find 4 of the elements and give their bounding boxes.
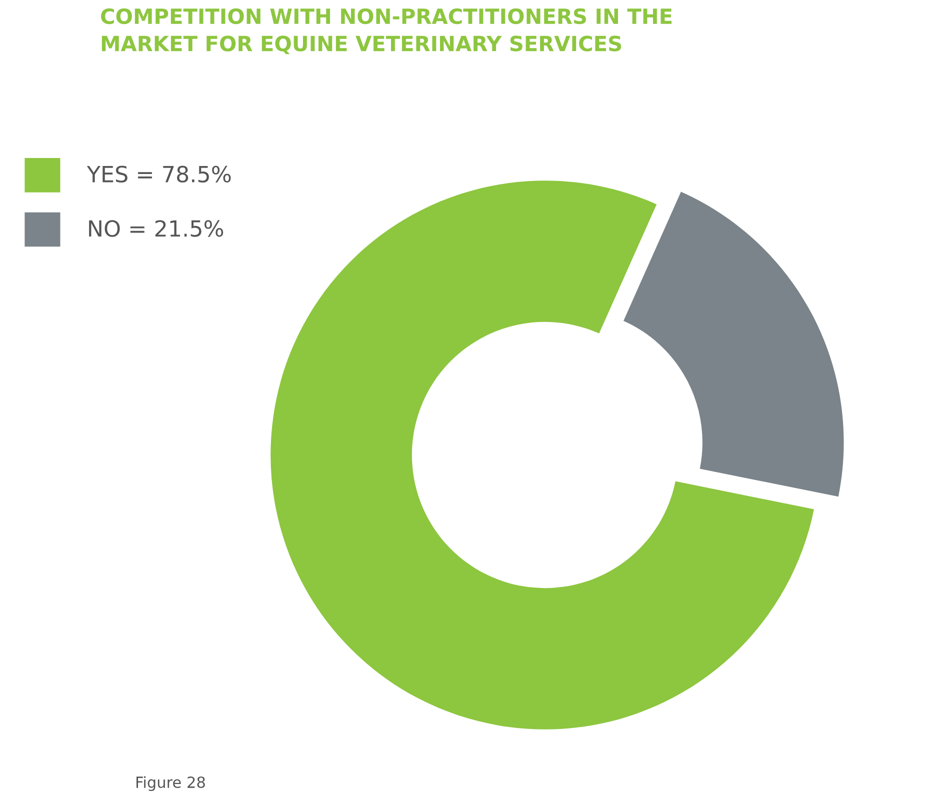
legend-label: NO = 21.5%: [89, 220, 224, 237]
chart-title: COMPETITION WITH NON-PRACTITIONERS IN THE MARKET FOR EQUINE VETERINARY SERVICES: [101, 8, 672, 54]
caption: Figure 28: [136, 776, 205, 791]
legend-label: YES = 78.5%: [86, 166, 231, 183]
